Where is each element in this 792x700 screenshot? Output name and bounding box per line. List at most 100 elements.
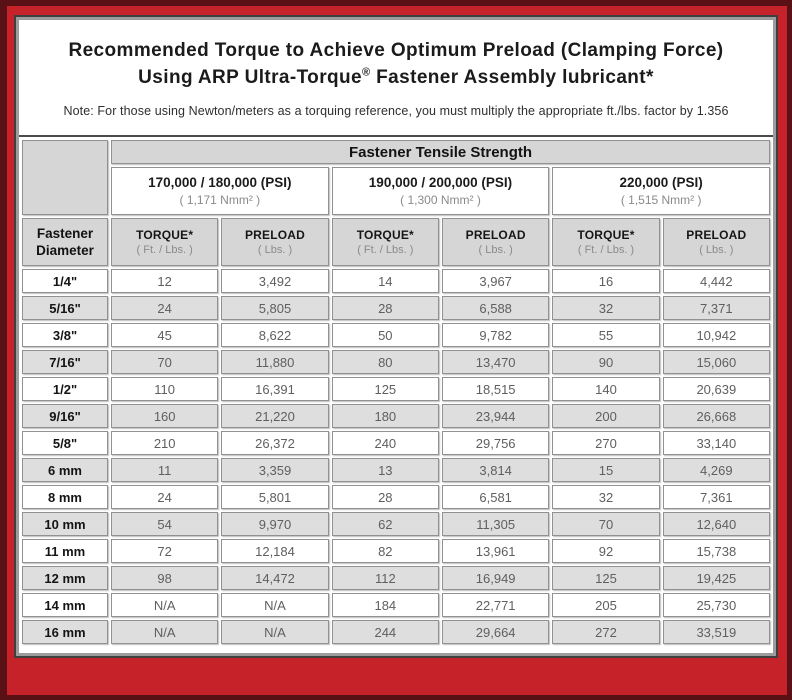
table-row: 1/2" 110 16,391 125 18,515 140 20,639 bbox=[22, 377, 770, 401]
torque-subheader-3: TORQUE* ( Ft. / Lbs. ) bbox=[552, 218, 660, 266]
torque-cell: 45 bbox=[111, 323, 219, 347]
preload-cell: 3,814 bbox=[441, 458, 550, 482]
torque-cell: 11 bbox=[111, 458, 219, 482]
preload-cell: 20,639 bbox=[662, 377, 770, 401]
preload-cell: 3,492 bbox=[221, 269, 329, 293]
table-row: 12 mm 98 14,472 112 16,949 125 19,425 bbox=[22, 566, 770, 590]
preload-cell: 9,970 bbox=[221, 512, 329, 536]
torque-unit: ( Ft. / Lbs. ) bbox=[136, 244, 193, 256]
diameter-cell: 14 mm bbox=[22, 593, 108, 617]
diameter-cell: 8 mm bbox=[22, 485, 108, 509]
psi-label: 170,000 / 180,000 (PSI) bbox=[148, 175, 292, 190]
torque-cell: 125 bbox=[331, 377, 439, 401]
preload-unit: ( Lbs. ) bbox=[699, 244, 734, 256]
torque-cell: 28 bbox=[331, 485, 439, 509]
psi-label: 190,000 / 200,000 (PSI) bbox=[368, 175, 513, 190]
preload-cell: 8,622 bbox=[221, 323, 329, 347]
nmm2-label: ( 1,171 Nmm² ) bbox=[179, 193, 261, 207]
table-row: 11 mm 72 12,184 82 13,961 92 15,738 bbox=[22, 539, 770, 563]
diameter-cell: 1/4" bbox=[22, 269, 108, 293]
preload-label: PRELOAD bbox=[244, 228, 306, 242]
torque-cell: 13 bbox=[331, 458, 439, 482]
preload-cell: 15,738 bbox=[662, 539, 770, 563]
torque-cell: 15 bbox=[552, 458, 660, 482]
torque-cell: 32 bbox=[552, 296, 660, 320]
preload-cell: 15,060 bbox=[662, 350, 770, 374]
torque-cell: 125 bbox=[552, 566, 660, 590]
preload-cell: 33,140 bbox=[662, 431, 770, 455]
note-text: Note: For those using Newton/meters as a… bbox=[63, 104, 729, 118]
torque-cell: 14 bbox=[331, 269, 439, 293]
torque-cell: 110 bbox=[111, 377, 219, 401]
preload-cell: 4,442 bbox=[662, 269, 770, 293]
preload-cell: 9,782 bbox=[441, 323, 550, 347]
preload-cell: 33,519 bbox=[662, 620, 770, 644]
torque-cell: 240 bbox=[331, 431, 439, 455]
fastener-diameter-header: Fastener Diameter bbox=[22, 218, 108, 266]
preload-cell: 11,305 bbox=[441, 512, 550, 536]
preload-cell: 12,640 bbox=[662, 512, 770, 536]
preload-cell: 29,756 bbox=[441, 431, 550, 455]
torque-table: Fastener Tensile Strength 170,000 / 180,… bbox=[19, 137, 773, 647]
torque-cell: 160 bbox=[111, 404, 219, 428]
torque-cell: 70 bbox=[111, 350, 219, 374]
torque-cell: 55 bbox=[552, 323, 660, 347]
preload-cell: N/A bbox=[221, 593, 329, 617]
torque-cell: 82 bbox=[331, 539, 439, 563]
preload-cell: 26,372 bbox=[221, 431, 329, 455]
table-row: 10 mm 54 9,970 62 11,305 70 12,640 bbox=[22, 512, 770, 536]
psi-label: 220,000 (PSI) bbox=[619, 175, 703, 190]
preload-cell: 16,949 bbox=[441, 566, 550, 590]
table-row: 14 mm N/A N/A 184 22,771 205 25,730 bbox=[22, 593, 770, 617]
diameter-cell: 6 mm bbox=[22, 458, 108, 482]
torque-cell: 16 bbox=[552, 269, 660, 293]
torque-cell: 70 bbox=[552, 512, 660, 536]
page-title-line2: Using ARP Ultra-Torque® Fastener Assembl… bbox=[19, 64, 773, 91]
preload-cell: N/A bbox=[221, 620, 329, 644]
preload-subheader-3: PRELOAD ( Lbs. ) bbox=[662, 218, 770, 266]
torque-cell: 54 bbox=[111, 512, 219, 536]
preload-cell: 7,361 bbox=[662, 485, 770, 509]
preload-cell: 26,668 bbox=[662, 404, 770, 428]
preload-cell: 25,730 bbox=[662, 593, 770, 617]
preload-label: PRELOAD bbox=[686, 228, 747, 242]
tensile-strength-row: Fastener Tensile Strength bbox=[22, 140, 770, 215]
diameter-cell: 5/8" bbox=[22, 431, 108, 455]
diameter-cell: 9/16" bbox=[22, 404, 108, 428]
torque-subheader-2: TORQUE* ( Ft. / Lbs. ) bbox=[331, 218, 439, 266]
torque-cell: 140 bbox=[552, 377, 660, 401]
psi-header-190-200: 190,000 / 200,000 (PSI) ( 1,300 Nmm² ) bbox=[331, 167, 550, 215]
torque-cell: 210 bbox=[111, 431, 219, 455]
table-row: 5/16" 24 5,805 28 6,588 32 7,371 bbox=[22, 296, 770, 320]
psi-header-170-180: 170,000 / 180,000 (PSI) ( 1,171 Nmm² ) bbox=[111, 167, 329, 215]
torque-cell: 244 bbox=[331, 620, 439, 644]
torque-unit: ( Ft. / Lbs. ) bbox=[577, 244, 635, 256]
torque-cell: 80 bbox=[331, 350, 439, 374]
torque-cell: 62 bbox=[331, 512, 439, 536]
table-row: 9/16" 160 21,220 180 23,944 200 26,668 bbox=[22, 404, 770, 428]
preload-cell: 5,805 bbox=[221, 296, 329, 320]
torque-cell: N/A bbox=[111, 593, 219, 617]
title-block: Recommended Torque to Achieve Optimum Pr… bbox=[19, 20, 773, 118]
preload-cell: 3,967 bbox=[441, 269, 550, 293]
title-line2-text: Using ARP Ultra-Torque bbox=[138, 67, 362, 88]
preload-cell: 4,269 bbox=[662, 458, 770, 482]
preload-cell: 22,771 bbox=[441, 593, 550, 617]
nmm2-label: ( 1,300 Nmm² ) bbox=[400, 193, 481, 207]
preload-cell: 21,220 bbox=[221, 404, 329, 428]
page-title-line1: Recommended Torque to Achieve Optimum Pr… bbox=[68, 40, 724, 61]
registered-trademark-symbol: ® bbox=[361, 66, 371, 79]
torque-cell: 184 bbox=[331, 593, 439, 617]
diameter-cell: 16 mm bbox=[22, 620, 108, 644]
preload-cell: 6,588 bbox=[441, 296, 550, 320]
torque-label: TORQUE* bbox=[356, 228, 414, 242]
title-line2-text-end: Fastener Assembly lubricant* bbox=[370, 67, 654, 88]
torque-label: TORQUE* bbox=[577, 228, 635, 242]
table-row: 6 mm 11 3,359 13 3,814 15 4,269 bbox=[22, 458, 770, 482]
preload-unit: ( Lbs. ) bbox=[257, 244, 293, 256]
torque-cell: 24 bbox=[111, 296, 219, 320]
tensile-strength-header: Fastener Tensile Strength bbox=[111, 140, 770, 164]
psi-header-row: 170,000 / 180,000 (PSI) ( 1,171 Nmm² ) 1… bbox=[22, 167, 770, 215]
diameter-cell: 3/8" bbox=[22, 323, 108, 347]
